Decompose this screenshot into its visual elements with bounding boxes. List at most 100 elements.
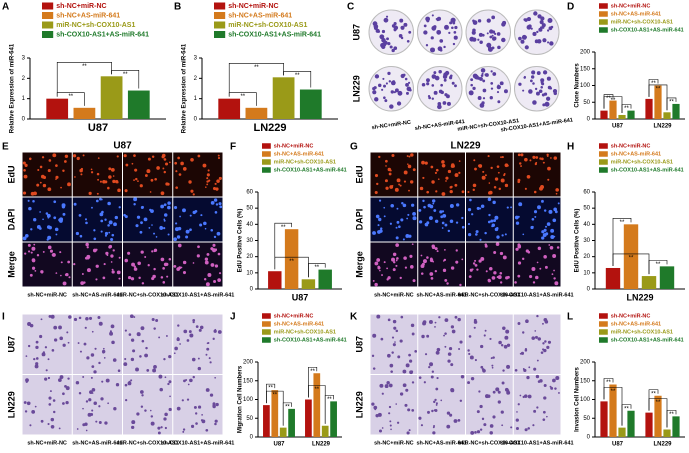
panel-label: I [2,312,5,323]
cell [108,231,111,234]
micrograph [466,375,513,435]
colony [547,18,553,23]
cell [517,180,521,184]
cell [386,381,390,385]
significance-bracket [308,263,326,278]
significance-bracket [324,395,334,424]
cell [467,190,470,194]
cell [145,346,148,350]
micrograph [513,314,561,374]
cell [407,163,409,165]
cell [378,199,382,202]
cell [104,231,109,236]
cell [519,162,522,165]
y-axis-label: Relative Expression of miR-641 [10,43,16,133]
colony [480,74,484,77]
cell [33,357,36,361]
colony [396,101,402,106]
cell [141,394,144,397]
cell [133,265,137,268]
colony [374,97,379,102]
cell [182,260,187,265]
cell [106,254,109,257]
cell [98,321,103,326]
cell [544,320,549,324]
cell [95,199,99,203]
cell [107,402,110,405]
cell [392,268,396,272]
cell [81,273,84,275]
cell [66,331,69,334]
cell [407,408,411,412]
cell [534,162,537,166]
micrograph [173,197,223,242]
cell [493,250,497,254]
y-axis-label: EdU Positive Cells (%) [575,209,581,273]
colony [383,17,389,23]
cell [192,210,196,215]
colony [486,32,489,35]
cell [162,281,166,284]
cell [544,340,547,343]
cell [116,155,119,158]
cell [91,409,94,412]
cell [90,376,93,379]
cell [42,218,44,221]
cell [467,222,471,226]
y-tick-label: 10 [246,270,253,276]
cell [100,230,103,233]
cell [78,391,82,395]
cell [411,332,415,336]
cell [80,173,83,176]
column-label: sh-COX10-AS1+AS-miR-641 [501,292,574,298]
cell [62,402,65,405]
cell [480,257,485,261]
cell [143,217,148,222]
cell [529,159,532,162]
y-tick-label: 100 [243,397,254,403]
cell [447,352,452,356]
significance-bracket [56,62,112,97]
cell [182,271,187,275]
cell [555,192,558,195]
cell [124,383,128,387]
cell [29,273,33,277]
cell [50,424,55,429]
cell [468,335,472,338]
cell [435,190,438,193]
cell [86,246,89,249]
colony [482,79,486,83]
cell [146,369,150,372]
cell [90,168,93,171]
micrograph [72,197,122,242]
colony [472,73,478,79]
cell [196,254,200,258]
cell [195,325,199,328]
cell [163,226,166,230]
cell [130,277,135,281]
cell [73,202,77,206]
cell [410,153,414,157]
colony [403,22,408,27]
cell [492,356,495,359]
cell [424,161,428,165]
cell [125,398,128,402]
cell [111,270,115,274]
cell [78,316,82,320]
panel-label: F [230,142,236,153]
cell [44,346,48,349]
colony [393,91,396,94]
cell [147,264,150,267]
significance-label: ** [611,389,616,395]
colony [530,75,535,79]
cell [381,427,384,429]
cell [153,248,158,252]
legend-swatch [262,313,271,319]
colony [496,85,501,90]
bar [330,401,337,437]
cell [376,182,379,186]
cell [51,253,54,256]
cell [79,168,83,173]
cell [123,154,127,158]
cell [515,418,519,422]
